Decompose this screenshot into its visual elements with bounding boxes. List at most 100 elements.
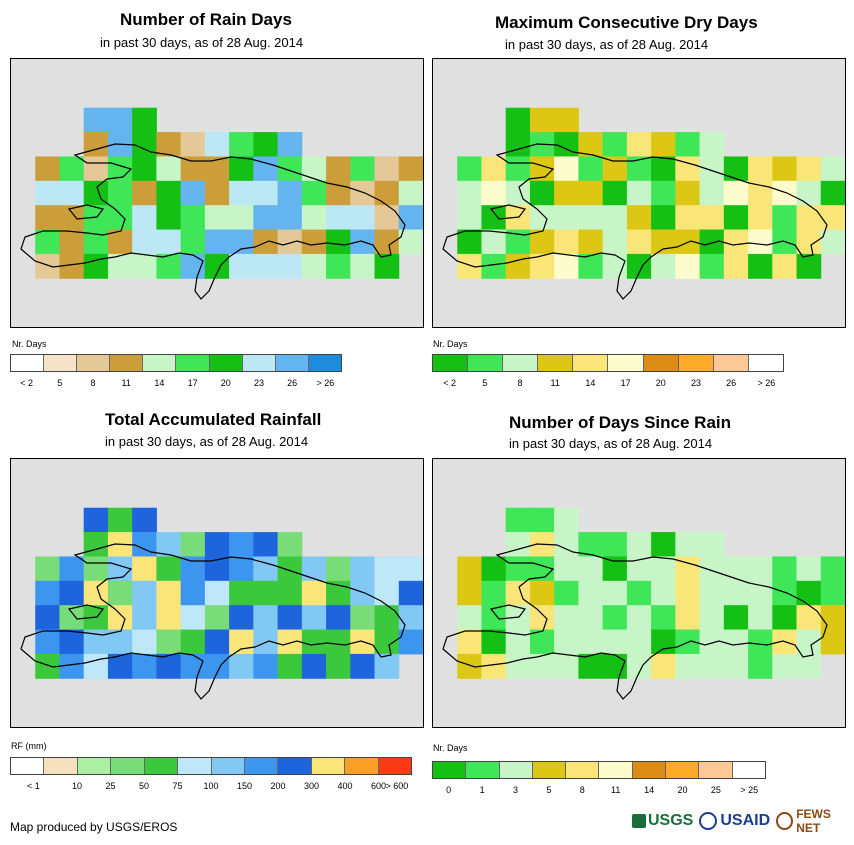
grid-cell: [772, 156, 798, 182]
grid-cell: [132, 629, 157, 655]
map-rain-days[interactable]: [10, 58, 424, 328]
usgs-logo: USGS: [632, 812, 693, 830]
legend-swatch: [345, 758, 379, 774]
legend-ticks: < 2 5 8 11 14 17 20 23 26 > 26: [10, 378, 342, 390]
grid-cell: [204, 253, 230, 279]
grid-cell: [156, 205, 182, 231]
grid-cell: [35, 556, 60, 582]
legend-swatch: [678, 355, 714, 371]
grid-cell: [699, 556, 725, 582]
grid-cell: [35, 156, 60, 182]
grid-cell: [374, 605, 400, 631]
grid-cell: [554, 629, 579, 655]
grid-cell: [326, 253, 351, 279]
coastline: [20, 543, 406, 700]
grid-cell: [578, 253, 604, 279]
grid-cell: [457, 629, 482, 655]
grid-cell: [204, 532, 230, 557]
map-dry-days[interactable]: [432, 58, 846, 328]
grid-cell: [796, 180, 822, 206]
grid-cell: [301, 580, 327, 606]
grid-cell: [457, 580, 482, 606]
grid-cell: [83, 507, 109, 533]
grid-cell: [699, 229, 725, 255]
grid-cell: [301, 229, 327, 255]
grid-cell: [229, 156, 254, 182]
grid-cell: [699, 156, 725, 182]
grid-cell: [253, 580, 279, 606]
grid-cell: [132, 507, 157, 533]
grid-cell: [277, 253, 303, 279]
legend-tick-label: 11: [121, 378, 131, 388]
grid-cell: [748, 653, 773, 679]
grid-cell: [796, 229, 822, 255]
grid-cell: [796, 653, 822, 679]
grid-cell: [554, 132, 579, 157]
grid-cell: [723, 556, 749, 582]
grid-cell: [772, 180, 798, 206]
grid-cell: [156, 229, 182, 255]
legend-tick-label: 1: [479, 785, 485, 795]
panel-title: Number of Rain Days: [120, 10, 292, 29]
grid-cell: [350, 156, 376, 182]
grid-cell: [554, 107, 579, 133]
grid-cell: [326, 156, 351, 182]
grid-cell: [229, 532, 254, 557]
legend-swatch: [732, 762, 765, 778]
grid-cell: [107, 605, 133, 631]
legend-tick-label: 600: [370, 781, 387, 791]
grid-cell: [301, 556, 327, 582]
grid-cell: [699, 205, 725, 231]
grid-cell: [132, 653, 157, 679]
legend-ticks: 0 1 3 5 8 11 14 20 25 > 25: [432, 785, 766, 797]
grid-cell: [35, 229, 60, 255]
panel-subtitle: in past 30 days, as of 28 Aug. 2014: [509, 436, 713, 451]
grid-cell: [723, 229, 749, 255]
grid-cell: [626, 180, 652, 206]
grid-cell: [626, 229, 652, 255]
grid-cell: [578, 180, 604, 206]
grid-cell: [457, 205, 482, 231]
map-graphic: [20, 107, 423, 300]
legend-tick-label: 23: [253, 378, 265, 388]
grid-cell: [398, 580, 423, 606]
grid-cell: [481, 653, 507, 679]
grid-cell: [229, 253, 254, 279]
grid-cell: [374, 229, 400, 255]
grid-cell: [374, 653, 400, 679]
grid-cell: [651, 205, 676, 231]
legend-swatch: [211, 758, 245, 774]
grid-cell: [554, 580, 579, 606]
legend-swatch: [573, 355, 609, 371]
grid-cell: [796, 580, 822, 606]
legend-tick-label: 26: [287, 378, 298, 388]
grid-cell: [132, 253, 157, 279]
grid-cell: [578, 205, 604, 231]
grid-cell: [748, 629, 773, 655]
grid-cell: [772, 205, 798, 231]
grid-cell: [699, 605, 725, 631]
grid-cell: [132, 580, 157, 606]
map-graphic: [442, 107, 845, 300]
map-graphic: [442, 507, 845, 700]
grid-cell: [59, 580, 85, 606]
grid-cell: [626, 132, 652, 157]
grid-cell: [651, 556, 676, 582]
grid-cell: [457, 556, 482, 582]
legend-unit: Nr. Days: [12, 339, 47, 349]
grid-cell: [675, 580, 701, 606]
map-since-rain[interactable]: [432, 458, 846, 728]
grid-cell: [350, 580, 376, 606]
grid-cell: [457, 605, 482, 631]
grid-cell: [820, 556, 845, 582]
grid-cell: [204, 132, 230, 157]
map-rainfall[interactable]: [10, 458, 424, 728]
grid-cell: [156, 653, 182, 679]
grid-cell: [457, 156, 482, 182]
grid-cell: [505, 532, 531, 557]
fews-globe-icon: [776, 812, 794, 830]
grid-cell: [180, 556, 206, 582]
grid-cell: [796, 253, 822, 279]
grid-cell: [132, 132, 157, 157]
grid-cell: [83, 653, 109, 679]
